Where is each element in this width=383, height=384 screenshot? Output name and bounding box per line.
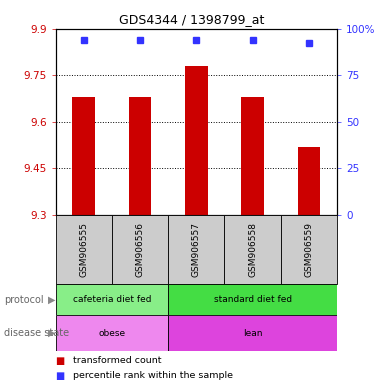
Text: standard diet fed: standard diet fed xyxy=(214,295,291,304)
Bar xyxy=(168,284,337,315)
Bar xyxy=(129,97,151,215)
Bar xyxy=(56,315,168,351)
Text: transformed count: transformed count xyxy=(73,356,161,366)
Bar xyxy=(56,215,112,284)
Text: protocol: protocol xyxy=(4,295,43,305)
Text: ■: ■ xyxy=(56,356,65,366)
Text: disease state: disease state xyxy=(4,328,69,338)
Text: GSM906556: GSM906556 xyxy=(136,222,144,277)
Text: cafeteria diet fed: cafeteria diet fed xyxy=(73,295,151,304)
Text: GSM906559: GSM906559 xyxy=(304,222,313,277)
Bar xyxy=(168,215,224,284)
Bar xyxy=(298,147,320,215)
Bar xyxy=(56,284,168,315)
Bar xyxy=(281,215,337,284)
Bar xyxy=(185,66,208,215)
Bar xyxy=(168,315,337,351)
Text: ▶: ▶ xyxy=(48,328,56,338)
Text: ■: ■ xyxy=(56,371,65,381)
Bar xyxy=(224,215,281,284)
Text: ▶: ▶ xyxy=(48,295,56,305)
Bar xyxy=(112,215,168,284)
Text: obese: obese xyxy=(98,329,125,338)
Text: lean: lean xyxy=(243,329,262,338)
Text: GSM906557: GSM906557 xyxy=(192,222,201,277)
Text: percentile rank within the sample: percentile rank within the sample xyxy=(73,371,233,380)
Bar xyxy=(241,97,264,215)
Text: GSM906558: GSM906558 xyxy=(248,222,257,277)
Bar xyxy=(72,97,95,215)
Text: GDS4344 / 1398799_at: GDS4344 / 1398799_at xyxy=(119,13,264,26)
Text: GSM906555: GSM906555 xyxy=(79,222,88,277)
